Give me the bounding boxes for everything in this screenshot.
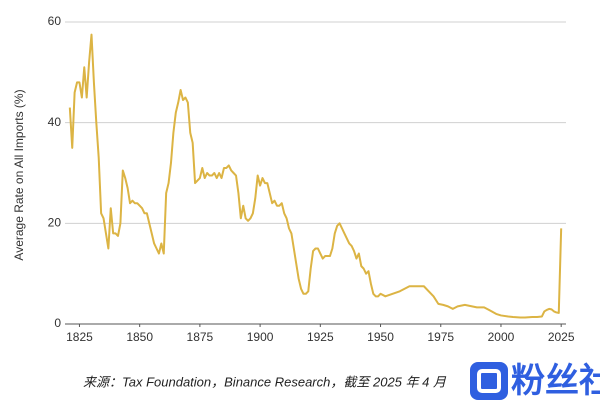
y-tick-label: 60 — [48, 14, 62, 28]
caption: 来源：Tax Foundation，Binance Research，截至 20… — [83, 374, 447, 389]
x-tick-label: 1975 — [427, 330, 454, 344]
x-tick-label: 1875 — [187, 330, 214, 344]
x-tick-label: 1950 — [367, 330, 394, 344]
x-tick-label: 1825 — [66, 330, 93, 344]
x-tick-label: 1925 — [307, 330, 334, 344]
data-line — [68, 33, 563, 319]
x-tick-label: 2025 — [548, 330, 575, 344]
x-tick-label: 2000 — [488, 330, 515, 344]
x-tick-label: 1850 — [126, 330, 153, 344]
watermark-logo-inner — [477, 369, 501, 393]
y-tick-label: 0 — [54, 316, 61, 330]
x-tick-label: 1900 — [247, 330, 274, 344]
watermark: 粉丝社区 — [511, 362, 600, 400]
y-tick-label: 20 — [48, 216, 62, 230]
watermark-logo — [470, 362, 508, 400]
y-axis-label: Average Rate on All Imports (%) — [12, 89, 26, 260]
y-tick-label: 40 — [48, 115, 62, 129]
